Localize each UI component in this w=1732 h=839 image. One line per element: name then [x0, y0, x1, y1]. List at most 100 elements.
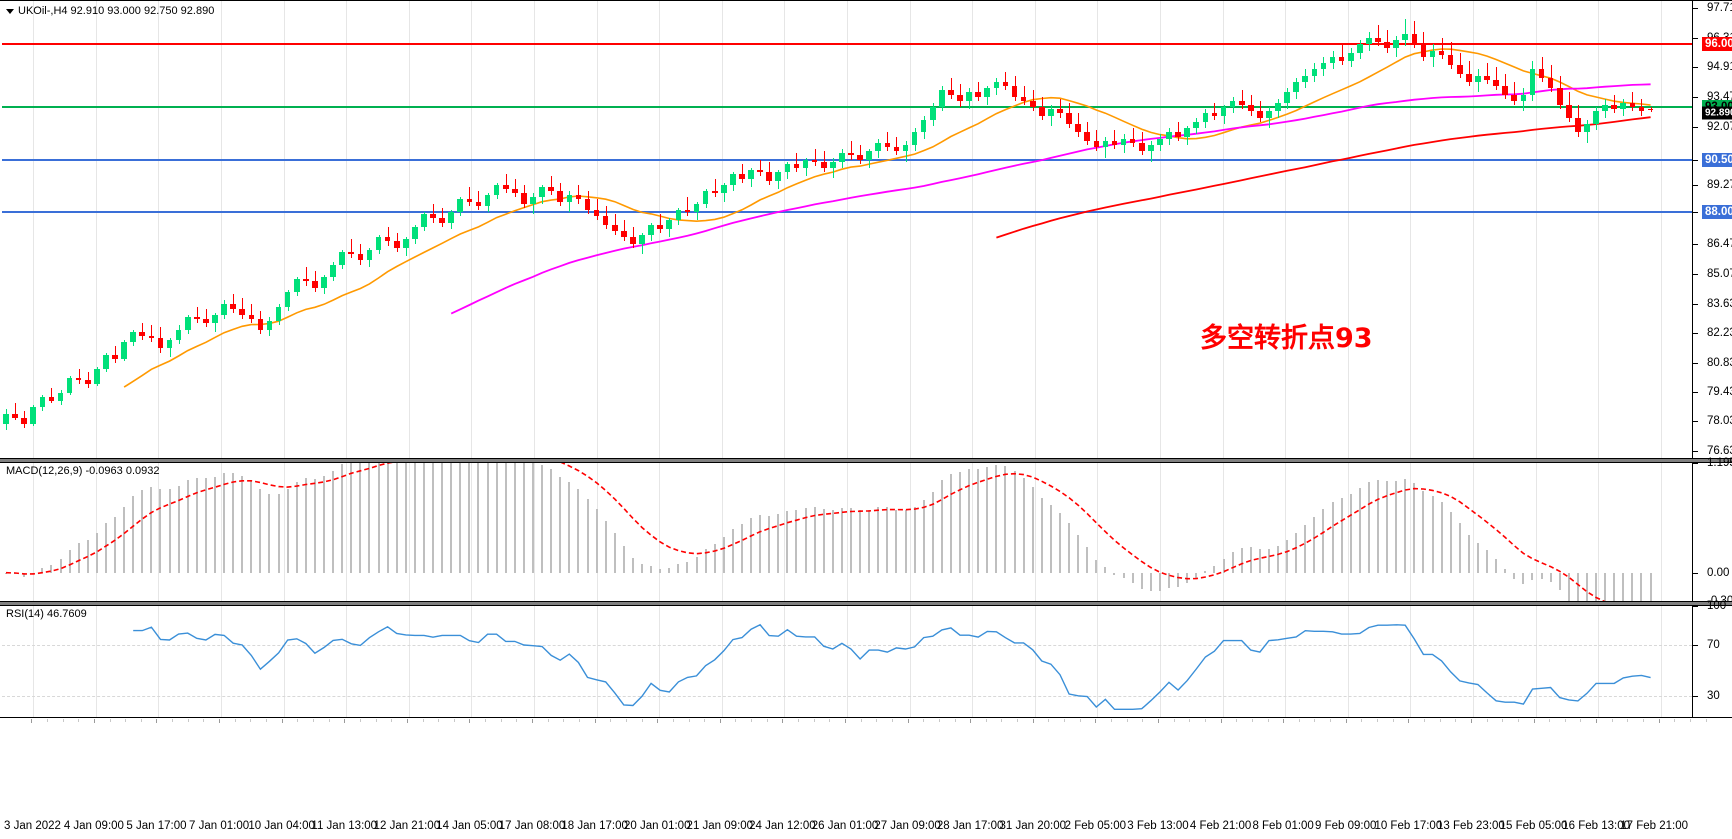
candle-body[interactable] — [820, 161, 827, 168]
candle-body[interactable] — [330, 264, 336, 278]
candle-body[interactable] — [139, 331, 146, 336]
candle-body[interactable] — [357, 254, 364, 261]
price-level-line[interactable] — [2, 43, 1692, 46]
candle-body[interactable] — [1020, 96, 1027, 101]
price-level-label[interactable]: 96.000 — [1702, 37, 1732, 52]
candle-body[interactable] — [630, 237, 636, 244]
candle-body[interactable] — [748, 170, 754, 179]
candle-body[interactable] — [1038, 107, 1045, 116]
candle-body[interactable] — [1466, 73, 1472, 82]
candle-body[interactable] — [484, 195, 491, 206]
candle-body[interactable] — [802, 159, 809, 169]
candle-body[interactable] — [248, 314, 255, 320]
candle-body[interactable] — [902, 144, 909, 152]
candle-body[interactable] — [1393, 40, 1399, 49]
price-plot-area[interactable] — [2, 1, 1692, 458]
candle-body[interactable] — [257, 319, 264, 330]
candle-body[interactable] — [157, 337, 164, 349]
candle-body[interactable] — [920, 119, 927, 133]
candle-body[interactable] — [1402, 33, 1409, 40]
candle-body[interactable] — [602, 216, 609, 225]
candle-body[interactable] — [175, 329, 182, 341]
candle-body[interactable] — [1211, 113, 1218, 116]
candle-body[interactable] — [1629, 102, 1636, 108]
candle-body[interactable] — [811, 159, 818, 162]
candle-body[interactable] — [1638, 107, 1645, 112]
candle-body[interactable] — [929, 107, 936, 120]
candle-body[interactable] — [1302, 75, 1309, 82]
candle-body[interactable] — [1347, 52, 1354, 61]
candle-body[interactable] — [1611, 105, 1618, 110]
candle-body[interactable] — [430, 214, 436, 219]
candle-body[interactable] — [875, 142, 882, 152]
candle-body[interactable] — [1257, 111, 1263, 118]
candle-body[interactable] — [593, 209, 600, 217]
candle-body[interactable] — [621, 230, 627, 238]
candle-body[interactable] — [393, 241, 400, 248]
candle-body[interactable] — [1002, 81, 1009, 87]
candle-body[interactable] — [1011, 86, 1018, 97]
candle-body[interactable] — [993, 81, 1000, 89]
candle-body[interactable] — [1193, 121, 1200, 129]
candle-body[interactable] — [775, 172, 782, 181]
candle-body[interactable] — [39, 396, 46, 408]
candle-body[interactable] — [521, 193, 527, 204]
candle-body[interactable] — [675, 209, 682, 221]
candle-body[interactable] — [1438, 50, 1445, 55]
candle-body[interactable] — [1275, 102, 1281, 112]
candle-body[interactable] — [648, 224, 654, 236]
candle-body[interactable] — [1384, 42, 1390, 49]
candle-body[interactable] — [1565, 105, 1572, 118]
candle-body[interactable] — [966, 92, 972, 101]
candle-body[interactable] — [375, 237, 382, 250]
candle-body[interactable] — [1575, 117, 1581, 133]
candle-body[interactable] — [830, 161, 836, 168]
candle-body[interactable] — [657, 224, 663, 229]
candle-body[interactable] — [739, 174, 745, 179]
candle-body[interactable] — [1366, 37, 1372, 45]
candle-body[interactable] — [1338, 56, 1345, 61]
candle-body[interactable] — [1220, 107, 1227, 116]
candle-body[interactable] — [1129, 138, 1136, 143]
price-level-label[interactable]: 90.500 — [1702, 152, 1732, 167]
candle-body[interactable] — [1111, 140, 1118, 145]
candle-body[interactable] — [84, 379, 91, 385]
candle-body[interactable] — [466, 199, 473, 202]
candle-body[interactable] — [539, 186, 545, 198]
candle-body[interactable] — [530, 197, 536, 204]
candle-body[interactable] — [1375, 37, 1381, 43]
candle-body[interactable] — [339, 251, 345, 265]
candle-body[interactable] — [1411, 33, 1418, 45]
candle-body[interactable] — [1293, 81, 1300, 93]
candle-body[interactable] — [1493, 79, 1499, 87]
candle-body[interactable] — [130, 331, 136, 343]
rsi-plot-area[interactable] — [2, 606, 1692, 717]
candle-body[interactable] — [275, 306, 282, 322]
candle-body[interactable] — [1547, 77, 1554, 89]
candle-body[interactable] — [1456, 65, 1463, 74]
candle-body[interactable] — [193, 316, 200, 320]
candle-body[interactable] — [166, 340, 173, 349]
candle-body[interactable] — [866, 151, 872, 160]
candle-body[interactable] — [1320, 63, 1327, 70]
candle-body[interactable] — [939, 90, 945, 108]
candle-body[interactable] — [1102, 140, 1109, 148]
candle-body[interactable] — [1184, 128, 1190, 137]
candle-body[interactable] — [1475, 75, 1481, 82]
candle-body[interactable] — [684, 209, 691, 213]
candle-body[interactable] — [584, 199, 591, 210]
candle-body[interactable] — [1048, 109, 1054, 116]
candle-body[interactable] — [839, 153, 845, 162]
candle-body[interactable] — [1029, 100, 1036, 108]
candle-body[interactable] — [421, 214, 427, 227]
candle-body[interactable] — [1166, 132, 1172, 139]
candle-body[interactable] — [239, 308, 246, 315]
candle-body[interactable] — [639, 235, 645, 244]
macd-axis[interactable]: 1.19510.00-0.3087 — [1692, 457, 1732, 607]
candle-body[interactable] — [303, 279, 309, 282]
candle-body[interactable] — [1057, 109, 1063, 114]
candle-body[interactable] — [693, 203, 700, 213]
rsi-panel[interactable]: 100 70 30 RSI(14) 46.7609 — [0, 600, 1732, 718]
candle-body[interactable] — [112, 354, 118, 359]
candle-body[interactable] — [784, 163, 791, 173]
